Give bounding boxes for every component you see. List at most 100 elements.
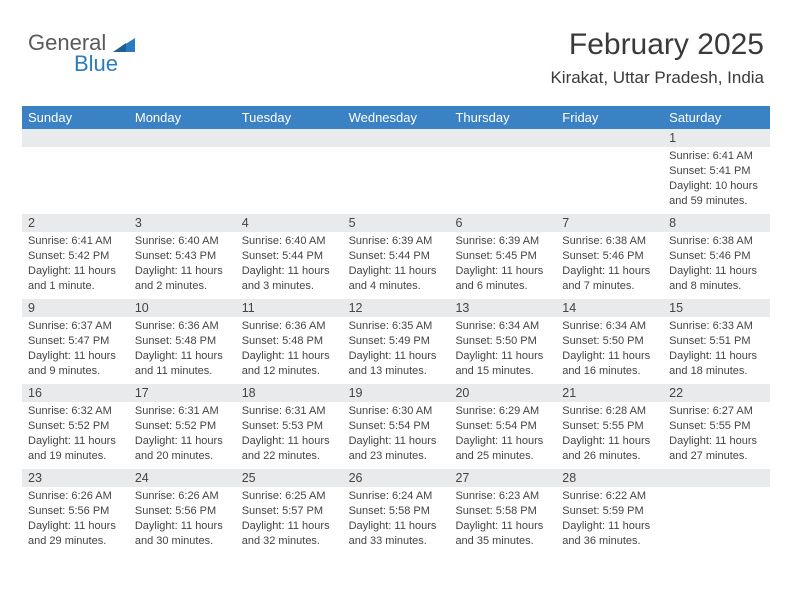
day-number: 5 (343, 214, 450, 232)
calendar-cell (663, 469, 770, 554)
brand-logo: General Blue (28, 30, 135, 83)
day-number: 19 (343, 384, 450, 402)
day-detail: Sunrise: 6:29 AM Sunset: 5:54 PM Dayligh… (449, 402, 556, 467)
weekday-header-row: Sunday Monday Tuesday Wednesday Thursday… (22, 106, 770, 129)
calendar-cell (236, 129, 343, 214)
day-number: 10 (129, 299, 236, 317)
weekday-header: Thursday (449, 106, 556, 129)
day-number (556, 129, 663, 147)
day-detail: Sunrise: 6:35 AM Sunset: 5:49 PM Dayligh… (343, 317, 450, 382)
month-title: February 2025 (550, 28, 764, 62)
day-number: 1 (663, 129, 770, 147)
logo-text-2: Blue (74, 51, 118, 76)
calendar-cell (556, 129, 663, 214)
day-number: 24 (129, 469, 236, 487)
day-number: 3 (129, 214, 236, 232)
weekday-header: Friday (556, 106, 663, 129)
calendar-cell: 11Sunrise: 6:36 AM Sunset: 5:48 PM Dayli… (236, 299, 343, 384)
calendar-cell: 28Sunrise: 6:22 AM Sunset: 5:59 PM Dayli… (556, 469, 663, 554)
day-detail (22, 147, 129, 207)
day-detail: Sunrise: 6:33 AM Sunset: 5:51 PM Dayligh… (663, 317, 770, 382)
day-number (663, 469, 770, 487)
calendar-cell: 8Sunrise: 6:38 AM Sunset: 5:46 PM Daylig… (663, 214, 770, 299)
day-number: 16 (22, 384, 129, 402)
calendar-body: 1Sunrise: 6:41 AM Sunset: 5:41 PM Daylig… (22, 129, 770, 554)
day-detail: Sunrise: 6:41 AM Sunset: 5:41 PM Dayligh… (663, 147, 770, 212)
calendar-cell: 12Sunrise: 6:35 AM Sunset: 5:49 PM Dayli… (343, 299, 450, 384)
calendar-cell: 5Sunrise: 6:39 AM Sunset: 5:44 PM Daylig… (343, 214, 450, 299)
day-detail: Sunrise: 6:34 AM Sunset: 5:50 PM Dayligh… (449, 317, 556, 382)
weekday-header: Saturday (663, 106, 770, 129)
day-number: 11 (236, 299, 343, 317)
day-detail (449, 147, 556, 207)
day-detail: Sunrise: 6:39 AM Sunset: 5:45 PM Dayligh… (449, 232, 556, 297)
day-number: 27 (449, 469, 556, 487)
calendar-week-row: 23Sunrise: 6:26 AM Sunset: 5:56 PM Dayli… (22, 469, 770, 554)
day-number: 14 (556, 299, 663, 317)
calendar-cell: 7Sunrise: 6:38 AM Sunset: 5:46 PM Daylig… (556, 214, 663, 299)
day-detail: Sunrise: 6:38 AM Sunset: 5:46 PM Dayligh… (556, 232, 663, 297)
weekday-header: Sunday (22, 106, 129, 129)
calendar-cell: 2Sunrise: 6:41 AM Sunset: 5:42 PM Daylig… (22, 214, 129, 299)
day-detail: Sunrise: 6:40 AM Sunset: 5:44 PM Dayligh… (236, 232, 343, 297)
page-header: February 2025 Kirakat, Uttar Pradesh, In… (550, 28, 764, 88)
calendar-cell: 9Sunrise: 6:37 AM Sunset: 5:47 PM Daylig… (22, 299, 129, 384)
calendar-cell (343, 129, 450, 214)
day-detail: Sunrise: 6:31 AM Sunset: 5:52 PM Dayligh… (129, 402, 236, 467)
calendar-cell: 24Sunrise: 6:26 AM Sunset: 5:56 PM Dayli… (129, 469, 236, 554)
calendar-cell: 3Sunrise: 6:40 AM Sunset: 5:43 PM Daylig… (129, 214, 236, 299)
day-detail: Sunrise: 6:37 AM Sunset: 5:47 PM Dayligh… (22, 317, 129, 382)
day-detail: Sunrise: 6:25 AM Sunset: 5:57 PM Dayligh… (236, 487, 343, 552)
calendar-cell: 15Sunrise: 6:33 AM Sunset: 5:51 PM Dayli… (663, 299, 770, 384)
calendar-cell: 22Sunrise: 6:27 AM Sunset: 5:55 PM Dayli… (663, 384, 770, 469)
day-detail: Sunrise: 6:36 AM Sunset: 5:48 PM Dayligh… (129, 317, 236, 382)
day-number: 13 (449, 299, 556, 317)
calendar-week-row: 1Sunrise: 6:41 AM Sunset: 5:41 PM Daylig… (22, 129, 770, 214)
calendar-cell (129, 129, 236, 214)
day-number: 4 (236, 214, 343, 232)
calendar: Sunday Monday Tuesday Wednesday Thursday… (22, 106, 770, 554)
day-detail: Sunrise: 6:22 AM Sunset: 5:59 PM Dayligh… (556, 487, 663, 552)
weekday-header: Monday (129, 106, 236, 129)
day-number: 28 (556, 469, 663, 487)
day-number: 22 (663, 384, 770, 402)
day-number (449, 129, 556, 147)
calendar-cell: 4Sunrise: 6:40 AM Sunset: 5:44 PM Daylig… (236, 214, 343, 299)
calendar-cell: 17Sunrise: 6:31 AM Sunset: 5:52 PM Dayli… (129, 384, 236, 469)
calendar-cell: 13Sunrise: 6:34 AM Sunset: 5:50 PM Dayli… (449, 299, 556, 384)
day-detail (343, 147, 450, 207)
calendar-cell (449, 129, 556, 214)
day-detail: Sunrise: 6:38 AM Sunset: 5:46 PM Dayligh… (663, 232, 770, 297)
day-detail (236, 147, 343, 207)
day-number: 6 (449, 214, 556, 232)
day-detail (129, 147, 236, 207)
weekday-header: Wednesday (343, 106, 450, 129)
calendar-cell: 20Sunrise: 6:29 AM Sunset: 5:54 PM Dayli… (449, 384, 556, 469)
day-number: 26 (343, 469, 450, 487)
calendar-week-row: 9Sunrise: 6:37 AM Sunset: 5:47 PM Daylig… (22, 299, 770, 384)
day-detail (663, 487, 770, 547)
calendar-cell: 10Sunrise: 6:36 AM Sunset: 5:48 PM Dayli… (129, 299, 236, 384)
day-number: 21 (556, 384, 663, 402)
day-detail: Sunrise: 6:31 AM Sunset: 5:53 PM Dayligh… (236, 402, 343, 467)
calendar-cell: 1Sunrise: 6:41 AM Sunset: 5:41 PM Daylig… (663, 129, 770, 214)
day-number (343, 129, 450, 147)
calendar-week-row: 16Sunrise: 6:32 AM Sunset: 5:52 PM Dayli… (22, 384, 770, 469)
calendar-cell: 23Sunrise: 6:26 AM Sunset: 5:56 PM Dayli… (22, 469, 129, 554)
day-number: 9 (22, 299, 129, 317)
day-detail: Sunrise: 6:39 AM Sunset: 5:44 PM Dayligh… (343, 232, 450, 297)
day-detail: Sunrise: 6:23 AM Sunset: 5:58 PM Dayligh… (449, 487, 556, 552)
day-detail: Sunrise: 6:34 AM Sunset: 5:50 PM Dayligh… (556, 317, 663, 382)
day-number (22, 129, 129, 147)
day-detail: Sunrise: 6:30 AM Sunset: 5:54 PM Dayligh… (343, 402, 450, 467)
day-detail (556, 147, 663, 207)
calendar-cell: 16Sunrise: 6:32 AM Sunset: 5:52 PM Dayli… (22, 384, 129, 469)
calendar-cell: 18Sunrise: 6:31 AM Sunset: 5:53 PM Dayli… (236, 384, 343, 469)
calendar-cell: 6Sunrise: 6:39 AM Sunset: 5:45 PM Daylig… (449, 214, 556, 299)
day-number: 20 (449, 384, 556, 402)
day-number: 18 (236, 384, 343, 402)
calendar-cell: 21Sunrise: 6:28 AM Sunset: 5:55 PM Dayli… (556, 384, 663, 469)
day-number: 25 (236, 469, 343, 487)
day-detail: Sunrise: 6:27 AM Sunset: 5:55 PM Dayligh… (663, 402, 770, 467)
calendar-cell: 25Sunrise: 6:25 AM Sunset: 5:57 PM Dayli… (236, 469, 343, 554)
